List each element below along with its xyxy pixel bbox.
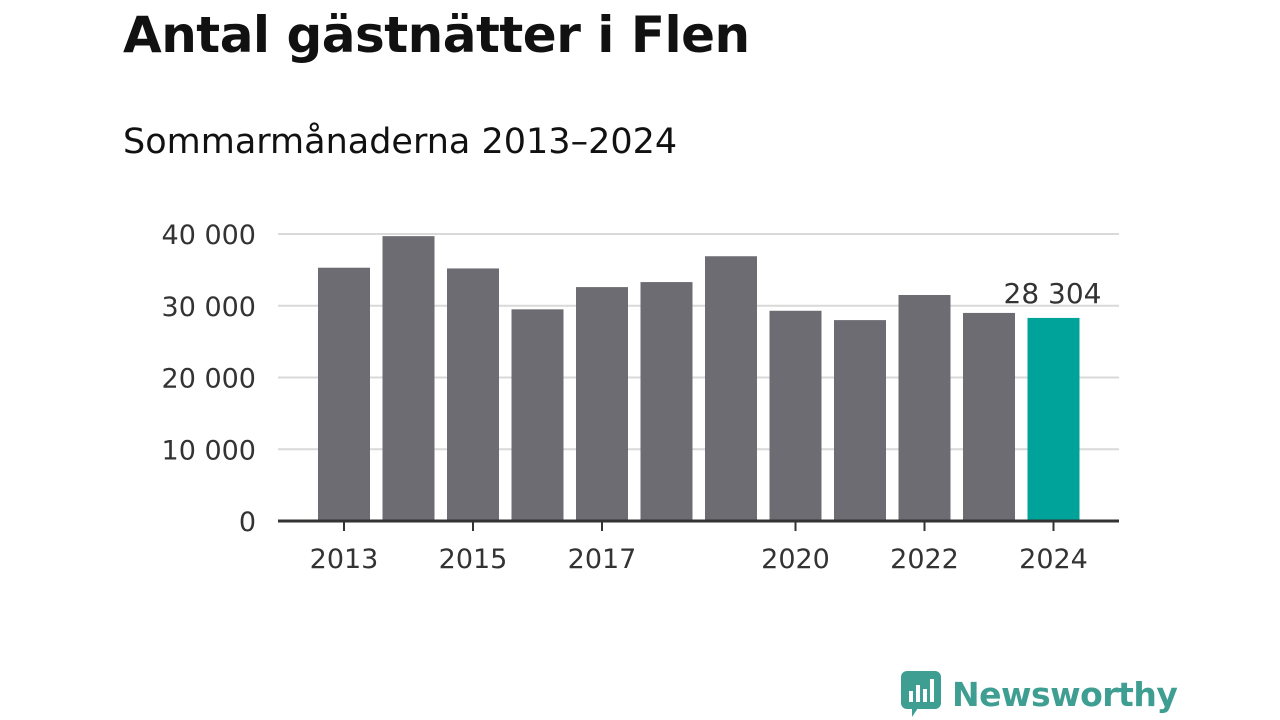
logo-bar-1 bbox=[909, 691, 913, 702]
bar-2020 bbox=[769, 310, 822, 521]
logo-bar-2 bbox=[916, 685, 920, 702]
bar-2016 bbox=[511, 309, 564, 521]
y-tick-label: 0 bbox=[239, 507, 256, 538]
data-labels: 28 304 bbox=[1004, 277, 1102, 310]
bar-2014 bbox=[382, 236, 435, 521]
bar-2023 bbox=[963, 312, 1015, 521]
bar-2022 bbox=[898, 294, 951, 521]
bar-2013 bbox=[318, 267, 370, 521]
y-tick-label: 40 000 bbox=[162, 220, 256, 251]
bar-chart-speech-bubble-icon bbox=[901, 671, 941, 717]
x-tick-label: 2015 bbox=[439, 544, 508, 575]
bar-2024 bbox=[1027, 317, 1080, 521]
y-tick-label: 30 000 bbox=[162, 292, 256, 323]
data-label-2024: 28 304 bbox=[1004, 277, 1102, 310]
logo-bar-3 bbox=[923, 689, 927, 702]
x-tick-label: 2013 bbox=[310, 544, 379, 575]
x-tick-label: 2020 bbox=[761, 544, 830, 575]
chart-title: Antal gästnätter i Flen bbox=[123, 6, 750, 64]
y-axis: 0 10 000 20 000 30 000 40 000 bbox=[162, 220, 256, 538]
x-tick-label: 2017 bbox=[568, 544, 637, 575]
brand-footer: Newsworthy bbox=[900, 668, 1178, 720]
chart-subtitle: Sommarmånaderna 2013–2024 bbox=[123, 122, 678, 162]
x-tick-label: 2022 bbox=[890, 544, 959, 575]
logo-bar-4 bbox=[930, 679, 934, 702]
bar-2018 bbox=[640, 282, 693, 521]
bar-2021 bbox=[834, 320, 886, 521]
y-tick-label: 20 000 bbox=[162, 364, 256, 395]
bars bbox=[318, 236, 1080, 521]
y-tick-label: 10 000 bbox=[162, 435, 256, 466]
brand-name: Newsworthy bbox=[952, 674, 1178, 714]
bar-2019 bbox=[705, 256, 757, 521]
logo-bubble bbox=[901, 671, 941, 709]
logo-bubble-tail bbox=[912, 708, 918, 717]
bar-2015 bbox=[447, 268, 499, 521]
bar-2017 bbox=[576, 287, 628, 521]
x-tick-label: 2024 bbox=[1019, 544, 1088, 575]
x-axis: 2013 2015 2017 2020 2022 2024 bbox=[278, 519, 1119, 575]
